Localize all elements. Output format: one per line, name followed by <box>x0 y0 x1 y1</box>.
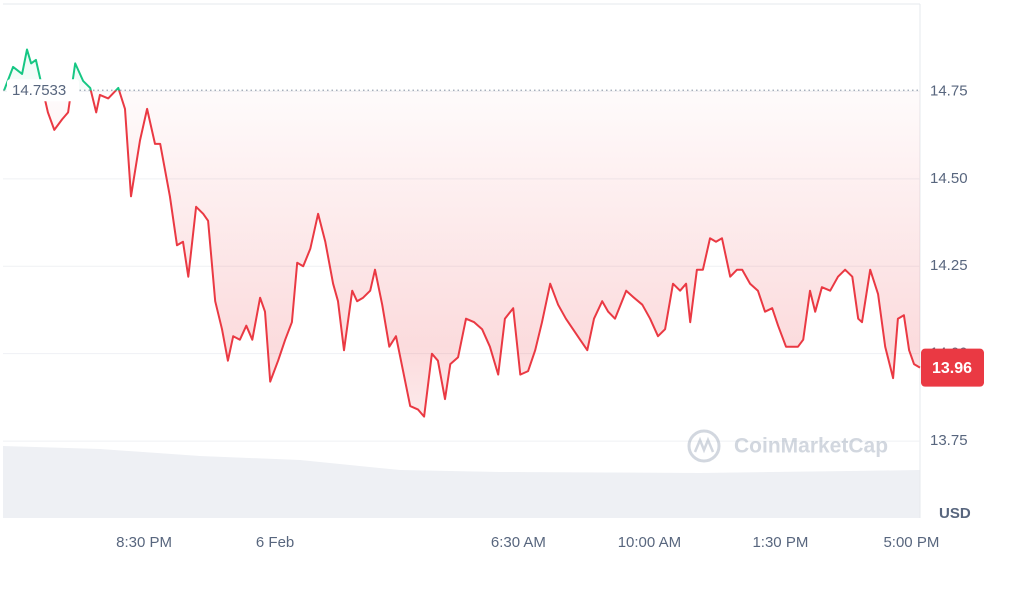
y-unit: USD <box>939 505 971 522</box>
x-tick-label: 5:00 PM <box>883 534 939 551</box>
price-line <box>3 48 921 418</box>
y-tick-label: 13.75 <box>930 432 968 449</box>
y-tick-label: 14.50 <box>930 170 968 187</box>
watermark-text: CoinMarketCap <box>734 435 888 458</box>
watermark-logo <box>687 429 721 463</box>
x-tick-label: 1:30 PM <box>752 534 808 551</box>
volume-area <box>3 446 920 518</box>
watermark-logo-mark <box>693 436 715 454</box>
y-tick-label: 14.75 <box>930 82 968 99</box>
current-price-box <box>921 348 984 387</box>
reference-label: 14.7533 <box>12 82 66 99</box>
area-fill <box>4 49 921 417</box>
current-price-label: 13.96 <box>932 360 972 377</box>
reference-label-bg <box>7 79 79 102</box>
y-tick-label: 14.25 <box>930 257 968 274</box>
watermark: CoinMarketCap <box>687 429 888 463</box>
x-tick-label: 8:30 PM <box>116 534 172 551</box>
x-tick-label: 10:00 AM <box>618 534 681 551</box>
x-tick-label: 6 Feb <box>256 534 294 551</box>
x-tick-label: 6:30 AM <box>491 534 546 551</box>
